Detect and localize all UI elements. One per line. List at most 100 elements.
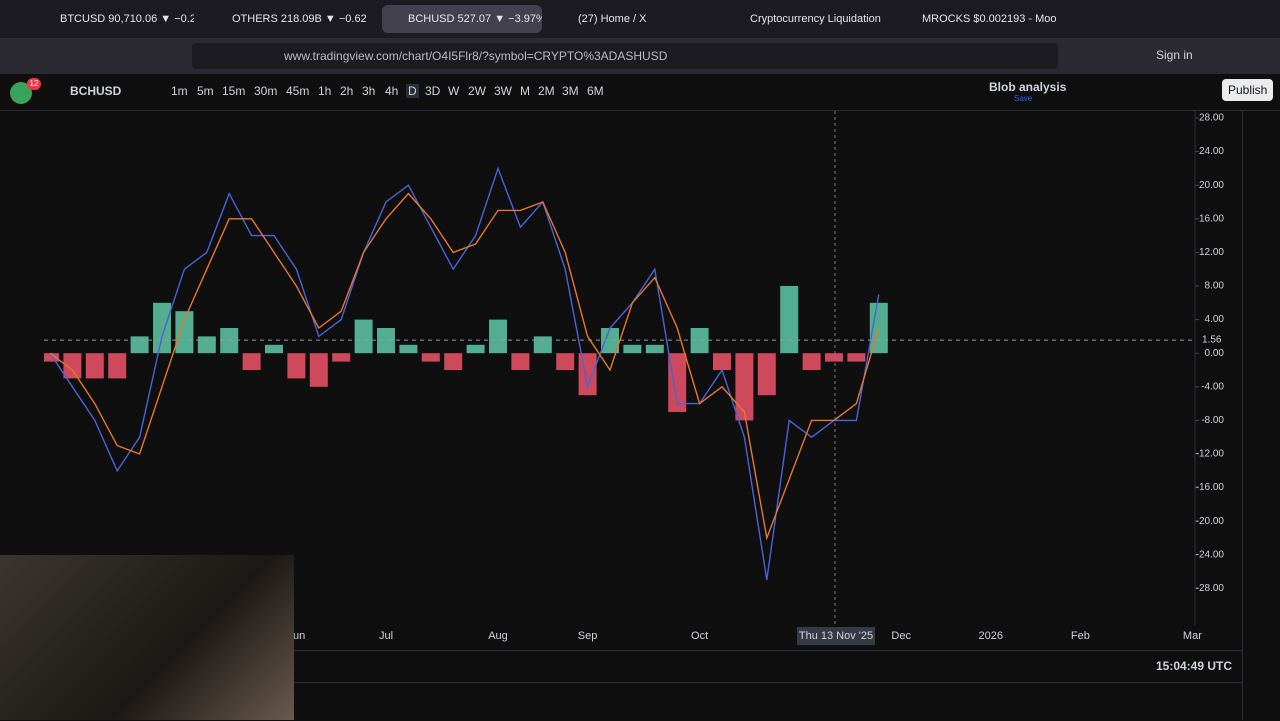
interval-button[interactable]: D xyxy=(406,84,419,98)
histogram-bar xyxy=(690,328,709,354)
histogram-bar xyxy=(197,336,216,354)
avatar[interactable] xyxy=(10,82,32,104)
y-tick-label: -20.00 xyxy=(1196,516,1225,527)
save[interactable]: Save xyxy=(1014,94,1033,103)
x-tick-label: Jul xyxy=(379,630,393,642)
interval-button[interactable]: 4h xyxy=(385,84,399,98)
crosshair-box xyxy=(797,627,875,645)
histogram-bar xyxy=(757,353,776,396)
chart-toolbar: 12 BCHUSD Blob analysis Save Publish 1m 5… xyxy=(0,74,1280,111)
histogram-bar xyxy=(444,353,463,370)
interval-button[interactable]: 3W xyxy=(494,84,512,98)
interval-button[interactable]: M xyxy=(520,84,530,98)
histogram-bar xyxy=(713,353,731,370)
y-tick-label: 24.00 xyxy=(1199,146,1224,157)
clock: 15:04:49 UTC xyxy=(1155,659,1232,673)
webcam-overlay xyxy=(0,555,294,720)
crosshair-label: Thu 13 Nov '25 xyxy=(799,630,873,642)
histogram-bar xyxy=(287,353,306,379)
interval-button[interactable]: 3D xyxy=(425,84,441,98)
x-tick-label: Dec xyxy=(891,630,911,642)
histogram-bar xyxy=(645,344,664,354)
x-tick-label: Aug xyxy=(488,630,508,642)
y-tick-label: -4.00 xyxy=(1201,381,1224,392)
interval-button[interactable]: 2M xyxy=(538,84,555,98)
histogram-bar xyxy=(108,353,127,379)
current-value-label: 1.56 xyxy=(1202,335,1222,346)
interval-button[interactable]: 30m xyxy=(254,84,278,98)
oscillator-line xyxy=(49,192,880,541)
histogram-bar xyxy=(601,328,619,354)
browser-tab[interactable]: BTCUSD 90,710.06 ▼ −0.25% xyxy=(60,13,194,25)
histogram-bar xyxy=(63,353,82,379)
histogram-bar xyxy=(735,353,754,421)
histogram-bar xyxy=(489,319,507,354)
histogram-bar xyxy=(220,328,239,354)
x-tick-label: Oct xyxy=(691,630,708,642)
histogram-bar xyxy=(354,319,373,354)
y-tick-label: 20.00 xyxy=(1199,180,1224,191)
histogram-bar xyxy=(623,344,642,354)
y-tick-label: 12.00 xyxy=(1199,247,1224,258)
browser-tab[interactable]: Cryptocurrency Liquidation xyxy=(750,13,881,25)
y-tick-label: 0.00 xyxy=(1205,348,1225,359)
histogram-bar xyxy=(242,353,261,370)
histogram-bar xyxy=(533,336,552,354)
x-tick-label: Mar xyxy=(1183,630,1202,642)
x-tick-label: 2026 xyxy=(979,630,1003,642)
tab-bar: BTCUSD 90,710.06 ▼ −0.25% OTHERS 218.09B … xyxy=(0,0,1280,38)
interval-button[interactable]: 1h xyxy=(318,84,332,98)
y-tick-label: 16.00 xyxy=(1199,213,1224,224)
interval-button[interactable]: 5m xyxy=(197,84,214,98)
interval-button[interactable]: 3M xyxy=(562,84,579,98)
histogram-bar xyxy=(309,353,328,387)
browser-tab[interactable]: MROCKS $0.002193 - Moon xyxy=(922,13,1056,25)
address-bar: www.tradingview.com/chart/O4I5Flr8/?symb… xyxy=(0,38,1280,74)
interval-button[interactable]: W xyxy=(448,84,460,98)
layout-name[interactable]: Blob analysis xyxy=(989,80,1067,94)
y-tick-label: 4.00 xyxy=(1205,314,1225,325)
histogram-bar xyxy=(332,353,351,362)
browser-tab[interactable]: OTHERS 218.09B ▼ −0.62% xyxy=(232,13,366,25)
histogram-bar xyxy=(847,353,866,362)
histogram-bar xyxy=(802,353,821,370)
y-tick-label: 28.00 xyxy=(1199,113,1224,124)
interval-button[interactable]: 2W xyxy=(468,84,486,98)
histogram-bar xyxy=(377,328,395,354)
histogram-bar xyxy=(780,286,799,354)
x-tick-label: Feb xyxy=(1071,630,1090,642)
histogram-bar xyxy=(825,353,843,362)
y-tick-label: -8.00 xyxy=(1201,415,1224,426)
histogram-bar xyxy=(466,344,485,354)
url-field[interactable]: www.tradingview.com/chart/O4I5Flr8/?symb… xyxy=(192,43,1058,69)
histogram-bar xyxy=(265,344,283,354)
x-tick-label: Sep xyxy=(578,630,598,642)
y-tick-label: -12.00 xyxy=(1196,449,1225,460)
publish-button[interactable]: Publish xyxy=(1222,79,1274,101)
browser-tab[interactable]: (27) Home / X xyxy=(578,13,647,25)
histogram-bar xyxy=(175,311,194,354)
interval-button[interactable]: 3h xyxy=(362,84,376,98)
histogram-bar xyxy=(153,302,171,354)
y-tick-label: -16.00 xyxy=(1196,482,1225,493)
sign-in[interactable]: Sign in xyxy=(1156,48,1193,62)
histogram-bar xyxy=(668,353,687,412)
histogram-bar xyxy=(130,336,149,354)
y-tick-label: -28.00 xyxy=(1196,583,1225,594)
oscillator-line xyxy=(49,166,880,581)
interval-button[interactable]: 45m xyxy=(286,84,310,98)
symbol[interactable]: BCHUSD xyxy=(70,84,122,98)
interval-button[interactable]: 15m xyxy=(222,84,246,98)
interval-button[interactable]: 6M xyxy=(587,84,604,98)
y-tick-label: -24.00 xyxy=(1196,549,1225,560)
histogram-bar xyxy=(421,353,440,362)
interval-button[interactable]: 2h xyxy=(340,84,354,98)
browser-tab[interactable]: BCHUSD 527.07 ▼ −3.97% xyxy=(382,5,542,33)
histogram-bar xyxy=(399,344,418,354)
histogram-bar xyxy=(556,353,575,370)
badge: 12 xyxy=(27,78,41,90)
histogram-bar xyxy=(44,353,59,362)
y-tick-label: 8.00 xyxy=(1205,281,1225,292)
interval-button[interactable]: 1m xyxy=(171,84,188,98)
